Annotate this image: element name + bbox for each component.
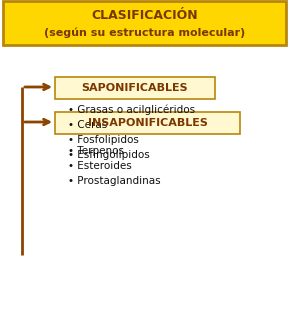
Text: INSAPONIFICABLES: INSAPONIFICABLES [88,118,208,128]
Text: • Ceras: • Ceras [68,120,107,130]
FancyBboxPatch shape [55,77,215,99]
Text: • Esfingolípidos: • Esfingolípidos [68,150,150,160]
Text: • Terpenos: • Terpenos [68,146,124,156]
Text: • Esteroides: • Esteroides [68,161,132,171]
FancyBboxPatch shape [55,112,240,134]
Text: • Grasas o acilglicéridos: • Grasas o acilglicéridos [68,105,195,115]
Text: (según su estructura molecular): (según su estructura molecular) [44,28,245,38]
Text: SAPONIFICABLES: SAPONIFICABLES [82,83,188,93]
Text: • Prostaglandinas: • Prostaglandinas [68,176,161,186]
Text: CLASIFICACIÓN: CLASIFICACIÓN [91,9,198,22]
Text: • Fosfolipidos: • Fosfolipidos [68,135,139,145]
FancyBboxPatch shape [3,1,286,45]
